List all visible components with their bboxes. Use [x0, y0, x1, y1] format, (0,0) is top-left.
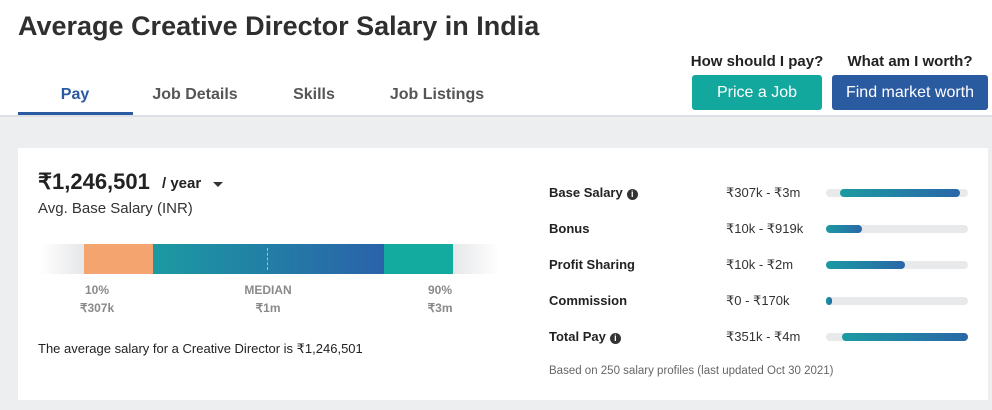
bar-fade-right [453, 244, 500, 274]
action-button[interactable]: Price a Job [692, 75, 822, 110]
salary-amount: ₹1,246,501 [38, 169, 150, 194]
percentile-value: ₹307k [79, 301, 115, 315]
bar-fade-left [40, 244, 84, 274]
median-line [267, 248, 268, 270]
bar-mid [153, 244, 384, 274]
header: Average Creative Director Salary in Indi… [0, 0, 992, 117]
pay-type: Total Pay i [549, 329, 621, 344]
summary-sentence: The average salary for a Creative Direct… [38, 341, 363, 356]
active-tab-underline [18, 112, 133, 115]
action-question: How should I pay? [690, 53, 824, 70]
salary-label: Avg. Base Salary (INR) [38, 200, 193, 217]
range-fill [826, 261, 905, 269]
percentile-label: MEDIAN [244, 283, 292, 297]
footnote: Based on 250 salary profiles (last updat… [549, 365, 834, 377]
pay-range: ₹351k - ₹4m [726, 329, 801, 344]
range-track [826, 261, 968, 269]
tab[interactable]: Job Details [152, 86, 238, 103]
tab[interactable]: Pay [60, 86, 90, 103]
info-icon[interactable]: i [626, 189, 638, 200]
percentile-value: ₹3m [427, 301, 453, 315]
pay-range: ₹0 - ₹170k [726, 293, 790, 308]
pay-range: ₹10k - ₹2m [726, 257, 794, 272]
pay-range: ₹307k - ₹3m [726, 185, 801, 200]
pay-type: Base Salary i [549, 185, 638, 200]
pay-type: Commission [549, 293, 628, 308]
info-icon[interactable]: i [609, 333, 621, 344]
tab[interactable]: Job Listings [389, 86, 485, 103]
salary-period[interactable]: / year [162, 175, 202, 192]
range-track [826, 189, 968, 197]
range-fill [826, 225, 862, 233]
pay-range: ₹10k - ₹919k [726, 221, 804, 236]
bar-low [84, 244, 153, 274]
page-title: Average Creative Director Salary in Indi… [18, 11, 540, 41]
percentile-value: ₹1m [255, 301, 281, 315]
range-fill [840, 189, 960, 197]
action-button[interactable]: Find market worth [832, 75, 988, 110]
range-track [826, 333, 968, 341]
pay-type: Bonus [549, 221, 590, 236]
action-question: What am I worth? [847, 53, 973, 70]
dropdown-caret [213, 182, 223, 187]
percentile-label: 90% [427, 283, 453, 297]
percentile-label: 10% [84, 283, 110, 297]
bar-high [384, 244, 453, 274]
range-track [826, 297, 968, 305]
range-track [826, 225, 968, 233]
range-fill [842, 333, 968, 341]
tab[interactable]: Skills [293, 86, 335, 103]
pay-type: Profit Sharing [549, 257, 635, 272]
range-fill [826, 297, 832, 305]
